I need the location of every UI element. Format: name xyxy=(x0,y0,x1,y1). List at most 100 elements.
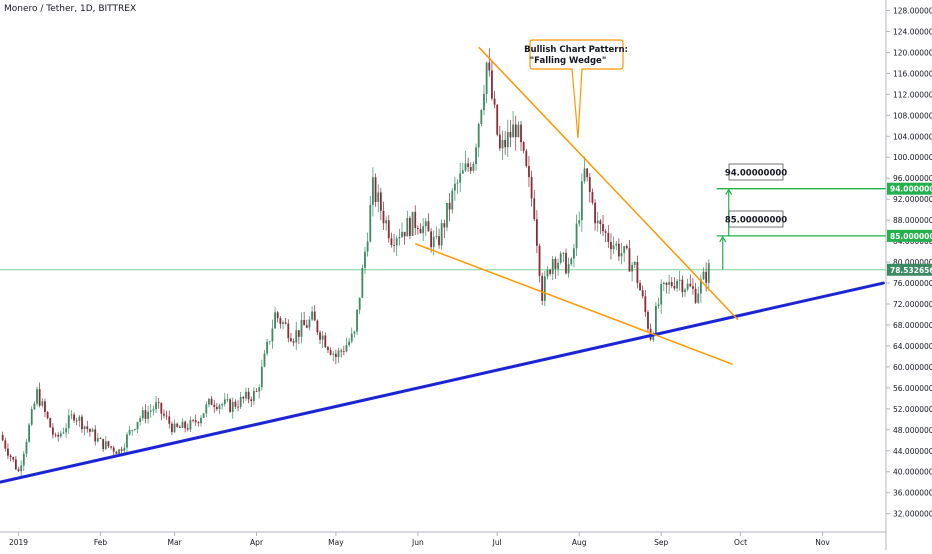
support-trendline-group[interactable] xyxy=(0,281,885,484)
candle-body xyxy=(535,219,538,246)
candle-body xyxy=(327,347,329,351)
candle-body xyxy=(702,271,705,280)
candle-body xyxy=(491,70,493,99)
falling-wedge-group[interactable] xyxy=(414,46,739,365)
pattern-callout[interactable]: Bullish Chart Pattern: "Falling Wedge" xyxy=(524,39,628,139)
candle-body xyxy=(588,177,591,192)
candle-body xyxy=(102,438,105,449)
candle-body xyxy=(290,338,292,342)
candle-body xyxy=(305,325,308,328)
candle-body xyxy=(152,409,155,411)
candle-body xyxy=(65,428,68,433)
candle-body xyxy=(91,429,94,432)
callout-line-1: Bullish Chart Pattern: xyxy=(524,45,628,55)
candle-body xyxy=(86,426,89,430)
candle-body xyxy=(456,182,459,184)
candle-body xyxy=(38,389,41,406)
target-label-85[interactable]: 85.00000000 xyxy=(725,210,787,228)
candle-body xyxy=(668,282,671,285)
candle-body xyxy=(118,449,120,454)
candle-body xyxy=(602,224,604,232)
wedge-upper-line[interactable] xyxy=(478,46,739,321)
candle-body xyxy=(123,447,126,451)
support-trendline[interactable] xyxy=(0,281,885,484)
candle-body xyxy=(477,123,480,148)
y-tick-label: 60.00000000 xyxy=(893,363,932,372)
candle-body xyxy=(464,163,467,171)
candle-body xyxy=(657,304,660,307)
candle-body xyxy=(472,163,475,171)
candle-body xyxy=(337,350,340,358)
candle-body xyxy=(684,289,686,293)
candle-body xyxy=(440,223,443,246)
candle-body xyxy=(644,296,647,312)
y-tick-label: 100.00000000 xyxy=(893,153,932,162)
candle-body xyxy=(245,391,247,399)
candle-body xyxy=(178,426,181,428)
candle-body xyxy=(223,399,226,405)
candle-body xyxy=(205,404,208,414)
target-label-94[interactable]: 94.00000000 xyxy=(725,163,787,181)
candle-body xyxy=(131,430,134,431)
candle-body xyxy=(356,309,358,332)
axis-tag-current-price-bg xyxy=(887,263,932,276)
candle-body xyxy=(419,228,422,234)
candle-body xyxy=(641,290,644,297)
price-axis[interactable]: 32.00000000 36.00000000 40.00000000 44.0000… xyxy=(886,6,932,519)
candle-body xyxy=(557,262,559,269)
candle-body xyxy=(155,402,157,410)
candle-body xyxy=(686,283,689,290)
candle-body xyxy=(636,262,639,283)
candle-body xyxy=(377,192,380,203)
candle-body xyxy=(200,417,202,424)
target-lines-group[interactable] xyxy=(716,188,886,270)
candle-body xyxy=(279,318,282,324)
candle-body xyxy=(573,248,575,259)
time-axis[interactable]: 2019 Feb Mar Apr May Jun Jul Aug Sep Oct Nov xyxy=(9,532,830,547)
candle-body xyxy=(578,220,581,224)
candle-body xyxy=(268,341,271,343)
candle-body xyxy=(623,246,626,253)
candle-body xyxy=(583,168,586,182)
candle-body xyxy=(692,286,694,289)
candle-body xyxy=(427,221,430,232)
wedge-lower-line[interactable] xyxy=(414,243,733,365)
candle-body xyxy=(665,282,668,285)
candle-body xyxy=(144,410,147,419)
x-tick-label: Feb xyxy=(94,538,108,547)
y-tick-label: 128.00000000 xyxy=(893,6,932,15)
candle-body xyxy=(414,211,417,228)
candle-body xyxy=(221,404,224,406)
candle-body xyxy=(599,220,602,225)
candle-body xyxy=(660,284,663,305)
candle-body xyxy=(498,134,501,149)
candle-body xyxy=(194,420,197,423)
candle-body xyxy=(504,139,507,148)
candle-body xyxy=(287,323,290,339)
candle-body xyxy=(652,333,655,340)
candle-body xyxy=(617,243,620,257)
candle-body xyxy=(176,423,179,427)
candle-body xyxy=(541,275,544,301)
candle-body xyxy=(181,421,184,428)
axis-tag-94: 94.00000000 xyxy=(890,185,932,194)
candle-body xyxy=(480,110,483,124)
candle-body xyxy=(591,191,594,203)
candle-body xyxy=(432,236,435,248)
y-tick-label: 68.00000000 xyxy=(893,321,932,330)
candle-body xyxy=(173,423,176,433)
candle-body xyxy=(361,267,364,298)
candle-body xyxy=(197,422,200,424)
axis-tag-85-bg xyxy=(887,229,932,242)
candle-body xyxy=(393,244,395,246)
candle-body xyxy=(485,62,488,94)
candle-body xyxy=(168,416,171,424)
candle-body xyxy=(694,288,697,303)
candle-body xyxy=(575,223,578,249)
x-tick-label: Oct xyxy=(734,538,747,547)
candle-body xyxy=(538,245,541,276)
candle-body xyxy=(165,415,168,417)
candle-body xyxy=(107,441,110,447)
